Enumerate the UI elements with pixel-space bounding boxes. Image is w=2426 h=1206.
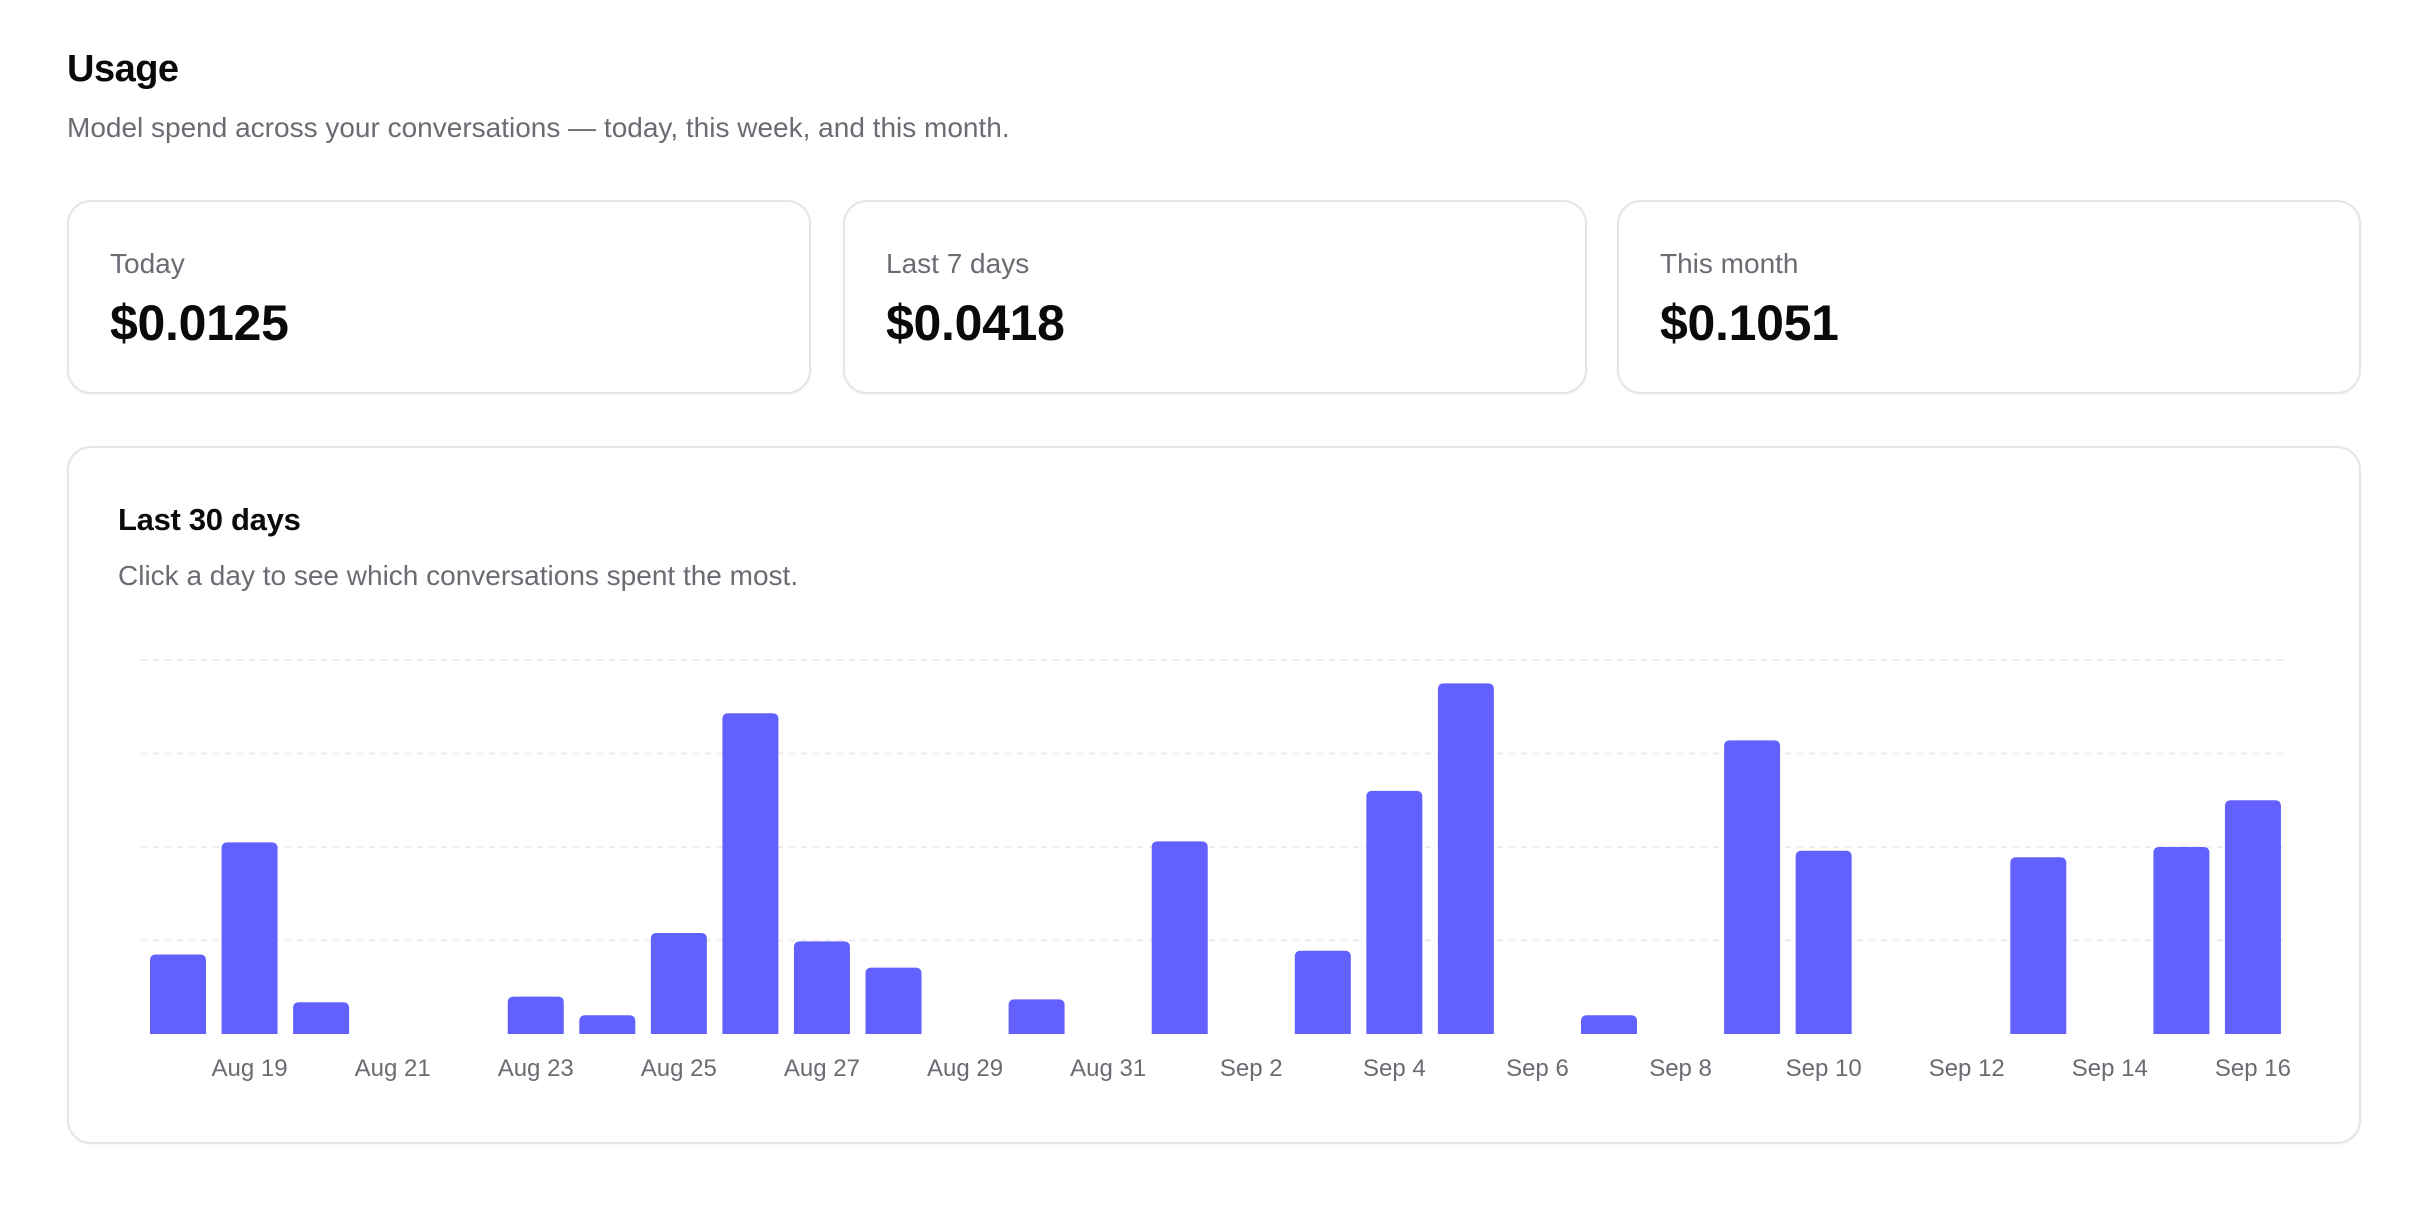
bar-day-sep-15[interactable]: [2153, 847, 2210, 1034]
bar[interactable]: [1294, 950, 1351, 1034]
bar[interactable]: [1223, 1030, 1279, 1034]
bar[interactable]: [579, 1015, 636, 1034]
x-tick-label: Sep 4: [1363, 1055, 1426, 1082]
bar-day-aug-31[interactable]: [1080, 1030, 1136, 1034]
bar[interactable]: [1509, 1030, 1565, 1034]
bar-day-aug-23[interactable]: [507, 996, 564, 1034]
bar[interactable]: [2082, 1030, 2138, 1034]
bar[interactable]: [150, 954, 206, 1034]
bar[interactable]: [1080, 1030, 1136, 1034]
chart-title: Last 30 days: [118, 502, 301, 537]
x-tick-label: Aug 29: [927, 1055, 1003, 1082]
x-tick-label: Sep 8: [1649, 1055, 1712, 1082]
x-tick-label: Aug 31: [1070, 1055, 1146, 1082]
x-tick-label: Aug 25: [641, 1055, 717, 1082]
bar-day-aug-30[interactable]: [1008, 999, 1065, 1034]
bar[interactable]: [1366, 790, 1423, 1034]
stat-card-today: Today $0.0125: [67, 200, 811, 394]
bar[interactable]: [365, 1030, 421, 1034]
bar[interactable]: [1867, 1030, 1923, 1034]
bar-day-aug-21[interactable]: [365, 1030, 421, 1034]
bar-day-sep-11[interactable]: [1867, 1030, 1923, 1034]
bar[interactable]: [436, 1030, 492, 1034]
bar[interactable]: [793, 941, 850, 1034]
bar[interactable]: [293, 1002, 350, 1034]
bar-day-aug-18[interactable]: [150, 954, 206, 1034]
bar[interactable]: [722, 713, 779, 1034]
bar[interactable]: [865, 967, 922, 1034]
bar-day-sep-13[interactable]: [2010, 857, 2067, 1034]
bar[interactable]: [650, 933, 707, 1034]
bar-chart: Aug 19 Aug 21 Aug 23 Aug 25 Aug 27 Aug 29 Aug …: [141, 659, 2291, 1082]
bar[interactable]: [1939, 1030, 1995, 1034]
stat-value: $0.0418: [886, 295, 1065, 351]
bar[interactable]: [2010, 857, 2067, 1034]
bar-day-aug-28[interactable]: [865, 967, 922, 1034]
page-title: Usage: [67, 48, 179, 90]
bar-day-aug-26[interactable]: [722, 713, 779, 1034]
bar[interactable]: [1724, 740, 1781, 1034]
bar-day-sep-1[interactable]: [1151, 841, 1208, 1034]
bar-day-aug-19[interactable]: [221, 842, 278, 1034]
x-tick-label: Sep 16: [2215, 1055, 2291, 1082]
x-tick-label: Sep 10: [1786, 1055, 1862, 1082]
bar-day-sep-3[interactable]: [1294, 950, 1351, 1034]
bar-day-sep-9[interactable]: [1724, 740, 1781, 1034]
x-tick-label: Aug 19: [212, 1055, 288, 1082]
bar[interactable]: [1437, 683, 1494, 1034]
stat-label: Today: [110, 248, 185, 279]
bar[interactable]: [507, 996, 564, 1034]
x-tick-label: Sep 14: [2072, 1055, 2148, 1082]
x-tick-label: Aug 27: [784, 1055, 860, 1082]
bar[interactable]: [1008, 999, 1065, 1034]
bar-day-aug-20[interactable]: [293, 1002, 350, 1034]
bar-day-sep-14[interactable]: [2082, 1030, 2138, 1034]
stat-card-this-month: This month $0.1051: [1617, 200, 2361, 394]
stat-value: $0.1051: [1660, 295, 1839, 351]
x-tick-label: Aug 23: [498, 1055, 574, 1082]
bar[interactable]: [2153, 847, 2210, 1034]
x-tick-label: Sep 12: [1929, 1055, 2005, 1082]
bar-day-aug-24[interactable]: [579, 1015, 636, 1034]
x-tick-label: Sep 6: [1506, 1055, 1569, 1082]
chart-subtitle: Click a day to see which conversations s…: [118, 560, 799, 591]
x-tick-label: Sep 2: [1220, 1055, 1283, 1082]
bar-day-sep-4[interactable]: [1366, 790, 1423, 1034]
stat-card-last-7-days: Last 7 days $0.0418: [843, 200, 1587, 394]
bar-day-sep-7[interactable]: [1581, 1015, 1637, 1034]
bar[interactable]: [937, 1030, 993, 1034]
bar-day-sep-12[interactable]: [1939, 1030, 1995, 1034]
stat-label: This month: [1660, 248, 1799, 279]
bar[interactable]: [1581, 1015, 1637, 1034]
bar-day-sep-10[interactable]: [1795, 850, 1852, 1034]
bar-day-aug-27[interactable]: [793, 941, 850, 1034]
bar-day-sep-2[interactable]: [1223, 1030, 1279, 1034]
stat-value: $0.0125: [110, 295, 289, 351]
stat-label: Last 7 days: [886, 248, 1030, 279]
page-subtitle: Model spend across your conversations — …: [67, 112, 1010, 143]
bar-day-sep-6[interactable]: [1509, 1030, 1565, 1034]
chart-card: Last 30 days Click a day to see which co…: [67, 446, 2361, 1144]
bar[interactable]: [1795, 850, 1852, 1034]
bar-day-sep-8[interactable]: [1653, 1030, 1709, 1034]
bar-day-aug-25[interactable]: [650, 933, 707, 1034]
bar-day-aug-22[interactable]: [436, 1030, 492, 1034]
x-tick-label: Aug 21: [355, 1055, 431, 1082]
bar-day-sep-16[interactable]: [2224, 800, 2281, 1034]
bar-day-sep-5[interactable]: [1437, 683, 1494, 1034]
bar[interactable]: [2224, 800, 2281, 1034]
bar[interactable]: [1151, 841, 1208, 1034]
bar[interactable]: [1653, 1030, 1709, 1034]
bar-day-aug-29[interactable]: [937, 1030, 993, 1034]
bar[interactable]: [221, 842, 278, 1034]
